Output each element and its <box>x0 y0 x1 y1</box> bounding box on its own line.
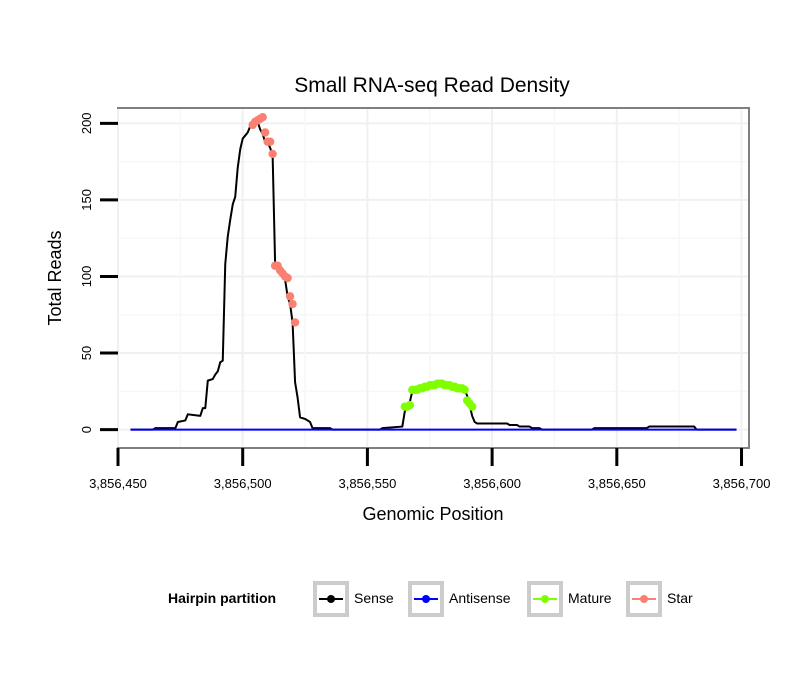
legend: Hairpin partition Sense Antisense Mature St… <box>168 581 693 617</box>
plot-panel <box>117 107 750 449</box>
legend-label: Star <box>667 590 693 606</box>
legend-item-antisense: Antisense <box>408 581 511 617</box>
x-tick-label: 3,856,550 <box>338 476 396 491</box>
star-point <box>268 149 277 159</box>
x-axis-label: Genomic Position <box>362 504 503 524</box>
y-tick-label: 100 <box>79 266 94 288</box>
y-tick-label: 150 <box>79 189 94 211</box>
mature-point <box>405 400 415 410</box>
mature-point <box>460 385 469 394</box>
legend-label: Sense <box>354 590 394 606</box>
legend-label: Mature <box>568 590 612 606</box>
y-tick-label: 200 <box>79 112 94 134</box>
x-axis: 3,856,450 3,856,500 3,856,550 3,856,600 3,85… <box>89 448 770 491</box>
y-axis-label: Total Reads <box>45 230 65 325</box>
x-tick-label: 3,856,700 <box>713 476 771 491</box>
legend-title: Hairpin partition <box>168 590 276 606</box>
sense-series-line <box>130 119 737 431</box>
x-tick-label: 3,856,600 <box>463 476 521 491</box>
star-point <box>258 112 267 122</box>
star-point <box>288 299 297 309</box>
x-tick-label: 3,856,450 <box>89 476 147 491</box>
star-point <box>285 292 295 301</box>
legend-item-star: Star <box>626 581 693 617</box>
legend-key-dot <box>541 595 549 603</box>
mature-point <box>467 402 477 411</box>
legend-key-dot <box>327 595 335 603</box>
legend-label: Antisense <box>449 590 511 606</box>
y-axis: 0 50 100 150 200 <box>79 112 118 433</box>
series-points <box>248 112 477 411</box>
star-point <box>290 318 300 327</box>
chart-title: Small RNA-seq Read Density <box>294 74 570 97</box>
legend-item-sense: Sense <box>313 581 394 617</box>
star-point <box>260 128 270 137</box>
star-point <box>265 137 275 146</box>
x-tick-label: 3,856,500 <box>214 476 272 491</box>
star-point <box>283 273 292 283</box>
series-lines <box>130 119 737 431</box>
legend-key-dot <box>640 595 648 603</box>
legend-key-dot <box>422 595 430 603</box>
y-tick-label: 50 <box>79 346 94 360</box>
legend-item-mature: Mature <box>527 581 612 617</box>
x-tick-label: 3,856,650 <box>588 476 646 491</box>
y-tick-label: 0 <box>79 426 94 433</box>
